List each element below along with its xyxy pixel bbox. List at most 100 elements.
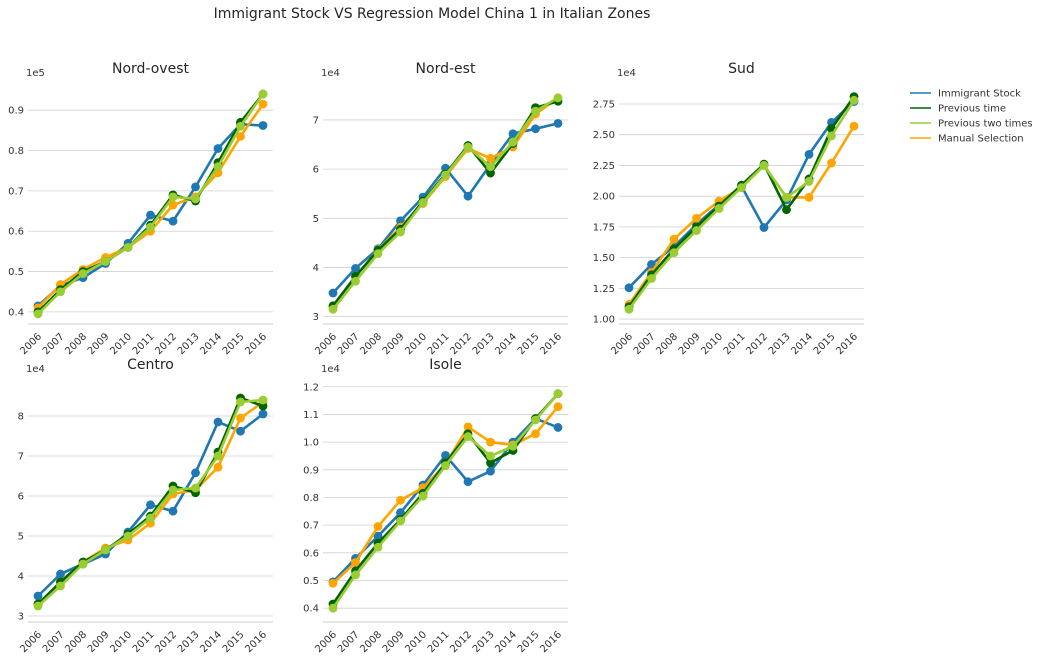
legend-label: Manual Selection xyxy=(938,134,1024,145)
data-point xyxy=(624,283,634,293)
data-point xyxy=(168,506,178,516)
data-point xyxy=(804,192,814,202)
data-point xyxy=(373,531,383,541)
data-point xyxy=(351,570,360,580)
data-point xyxy=(692,226,701,235)
axis-multiplier: 1e4 xyxy=(321,364,340,375)
x-tick-label: 2007 xyxy=(336,629,362,655)
x-tick-label: 2016 xyxy=(538,629,564,655)
data-point xyxy=(351,558,360,567)
data-point xyxy=(146,222,155,232)
data-point xyxy=(373,522,383,531)
data-point xyxy=(759,223,769,232)
y-tick-label: 0.8 xyxy=(8,146,24,157)
y-tick-label: 3 xyxy=(313,312,319,323)
data-point xyxy=(804,149,814,159)
y-tick-label: 0.9 xyxy=(303,465,319,476)
data-point xyxy=(396,495,405,505)
data-point xyxy=(486,466,495,476)
data-point xyxy=(624,304,634,314)
data-point xyxy=(101,545,110,555)
data-point xyxy=(486,437,495,447)
data-point xyxy=(827,131,836,141)
data-point xyxy=(258,395,268,405)
data-point xyxy=(213,462,223,472)
data-point xyxy=(804,177,814,186)
data-point xyxy=(553,402,563,412)
data-point xyxy=(373,542,383,552)
series-line xyxy=(627,99,856,311)
x-tick-label: 2014 xyxy=(198,629,224,655)
data-point xyxy=(213,417,223,427)
x-tick-label: 2010 xyxy=(403,331,429,357)
x-tick-label: 2016 xyxy=(243,629,269,655)
x-tick-label: 2016 xyxy=(834,331,860,357)
data-point xyxy=(258,409,268,419)
data-point xyxy=(441,451,450,460)
data-point xyxy=(373,249,383,259)
data-point xyxy=(258,99,268,109)
y-tick-label: 1.1 xyxy=(303,410,319,421)
data-point xyxy=(486,153,495,163)
data-point xyxy=(782,205,791,215)
x-tick-label: 2013 xyxy=(176,629,202,655)
legend-label: Previous two times xyxy=(938,119,1033,130)
x-tick-label: 2010 xyxy=(699,331,725,357)
x-tick-label: 2015 xyxy=(516,629,542,655)
subplot-sud: 1.00 1.25 1.50 1.75 2.00 2.25 2.50 2.75 20062007… xyxy=(593,61,864,357)
y-tick-label: 1.2 xyxy=(303,382,319,393)
series-immigrant-stock xyxy=(624,97,859,293)
figure-title: Immigrant Stock VS Regression Model Chin… xyxy=(214,6,651,22)
x-tick-label: 2014 xyxy=(789,331,815,357)
data-point xyxy=(486,168,495,178)
y-tick-label: 4 xyxy=(18,572,24,583)
data-point xyxy=(33,601,43,611)
x-tick-label: 2011 xyxy=(131,629,157,655)
data-point xyxy=(508,129,518,139)
x-tick-label: 2012 xyxy=(153,331,179,357)
data-point xyxy=(191,194,200,204)
y-tick-label: 2.75 xyxy=(593,99,615,110)
data-point xyxy=(692,213,701,223)
y-tick-label: 0.4 xyxy=(8,307,24,318)
y-tick-label: 0.9 xyxy=(8,106,24,117)
y-tick-label: 1.00 xyxy=(593,315,615,326)
data-point xyxy=(669,248,679,258)
x-tick-label: 2015 xyxy=(812,331,838,357)
y-tick-label: 2.50 xyxy=(593,130,615,141)
y-tick-label: 2.00 xyxy=(593,192,615,203)
data-point xyxy=(168,200,178,210)
x-tick-label: 2014 xyxy=(493,331,519,357)
x-tick-label: 2011 xyxy=(426,331,452,357)
series-previous-time xyxy=(33,89,268,317)
y-tick-label: 0.7 xyxy=(303,521,319,532)
data-point xyxy=(168,485,178,495)
y-tick-label: 1.50 xyxy=(593,253,615,264)
axis-multiplier: 1e5 xyxy=(26,68,45,79)
series-previous-two-times xyxy=(33,395,268,611)
y-tick-label: 3 xyxy=(18,612,24,623)
data-point xyxy=(236,397,245,407)
x-tick-label: 2015 xyxy=(516,331,542,357)
data-point xyxy=(396,516,405,526)
data-point xyxy=(463,142,473,152)
data-point xyxy=(418,198,428,207)
x-tick-label: 2013 xyxy=(471,629,497,655)
data-point xyxy=(236,413,245,423)
subplot-title: Sud xyxy=(728,61,755,77)
legend: Immigrant Stock Previous time Previous two… xyxy=(910,89,1033,145)
data-point xyxy=(123,242,133,252)
x-tick-label: 2009 xyxy=(677,331,703,357)
x-tick-label: 2008 xyxy=(358,331,384,357)
x-tick-label: 2010 xyxy=(108,331,134,357)
subplot-title: Nord-est xyxy=(416,61,476,77)
x-tick-label: 2012 xyxy=(448,629,474,655)
x-tick-label: 2012 xyxy=(744,331,770,357)
data-point xyxy=(168,192,178,202)
y-tick-label: 0.5 xyxy=(8,267,24,278)
data-point xyxy=(849,95,859,105)
data-point xyxy=(213,144,223,153)
x-tick-label: 2011 xyxy=(426,629,452,655)
data-point xyxy=(396,508,405,518)
